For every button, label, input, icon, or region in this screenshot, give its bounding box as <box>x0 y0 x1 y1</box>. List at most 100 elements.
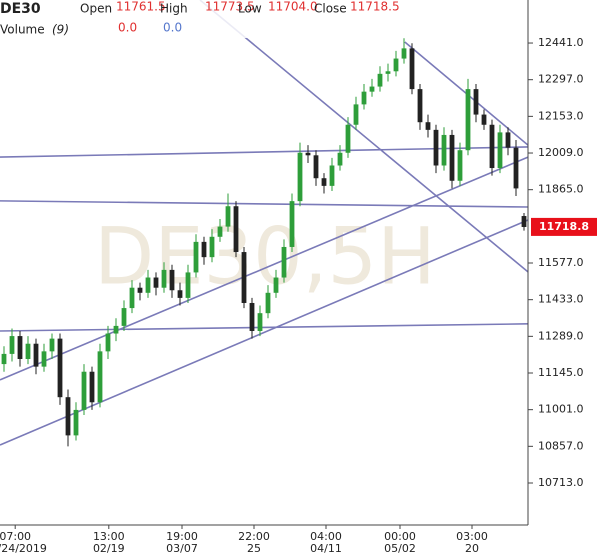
candle-body <box>41 351 47 367</box>
candle-body <box>145 277 151 293</box>
x-tick-label: 04:00 <box>310 530 342 543</box>
candle-body <box>65 397 71 436</box>
candle-body <box>465 89 471 151</box>
candle-body <box>257 313 263 331</box>
candle-body <box>337 152 343 166</box>
candle-body <box>25 343 31 359</box>
trendline <box>199 0 528 273</box>
candle-body <box>249 302 255 331</box>
candle-body <box>161 269 167 288</box>
candle-body <box>57 338 63 398</box>
y-tick-label: 12153.0 <box>538 109 584 122</box>
y-tick-label: 11289.0 <box>538 329 584 342</box>
ohlc-value: 11761.5 <box>116 0 166 14</box>
candle-body <box>353 104 359 125</box>
x-tick-label: 22:00 <box>238 530 270 543</box>
x-tick-label: 01/24/2019 <box>0 542 47 555</box>
candle-body <box>377 73 383 87</box>
trendline <box>0 146 528 158</box>
candle-body <box>345 124 351 153</box>
trendline <box>0 200 528 208</box>
y-tick-label: 11001.0 <box>538 403 584 416</box>
x-tick-label: 05/02 <box>384 542 416 555</box>
candle-body <box>489 124 495 169</box>
candle-body <box>97 351 103 403</box>
candle-body <box>305 152 311 156</box>
volume-label: Volume <box>0 23 45 37</box>
candle-body <box>233 206 239 253</box>
candle-body <box>49 338 55 352</box>
x-tick-label: 25 <box>247 542 261 555</box>
header-bg <box>0 0 380 38</box>
candle-body <box>89 371 95 403</box>
volume-value: 0.0 <box>118 21 137 35</box>
candle-body <box>289 201 295 247</box>
candle-body <box>17 336 23 359</box>
x-tick-label: 20 <box>465 542 479 555</box>
candle-body <box>9 336 15 354</box>
x-tick-label: 04/11 <box>310 542 342 555</box>
candle-body <box>497 132 503 169</box>
y-tick-label: 11577.0 <box>538 256 584 269</box>
candle-body <box>241 252 247 303</box>
ohlc-value: 11773.5 <box>205 0 255 14</box>
y-tick-label: 10857.0 <box>538 439 584 452</box>
candle-body <box>185 272 191 298</box>
ohlc-label: Low <box>238 2 262 16</box>
ohlc-label: Close <box>314 2 347 16</box>
candle-body <box>265 292 271 314</box>
candle-body <box>393 58 399 72</box>
candle-body <box>201 241 207 258</box>
candle-body <box>73 409 79 436</box>
ohlc-value: 11704.0 <box>268 0 318 14</box>
y-tick-label: 11865.0 <box>538 183 584 196</box>
volume-param: (9) <box>52 23 69 37</box>
trendline <box>0 156 528 381</box>
candle-body <box>401 48 407 59</box>
x-tick-label: 19:00 <box>166 530 198 543</box>
candle-body <box>417 89 423 123</box>
candle-body <box>113 325 119 334</box>
candle-body <box>473 89 479 115</box>
candle-body <box>81 371 87 410</box>
trendline <box>0 219 528 446</box>
candle-body <box>129 287 135 309</box>
symbol: DE30 <box>0 1 41 17</box>
y-tick-label: 12441.0 <box>538 36 584 49</box>
candle-body <box>321 178 327 186</box>
last-price-box <box>531 217 597 236</box>
x-tick-label: 02/19 <box>93 542 125 555</box>
volume-value: 0.0 <box>163 21 182 35</box>
candle-body <box>361 91 367 105</box>
ohlc-label: Open <box>80 2 112 16</box>
candle-body <box>33 343 39 367</box>
candle-body <box>329 165 335 186</box>
x-tick-label: 03:00 <box>456 530 488 543</box>
candle-body <box>273 277 279 293</box>
x-tick-label: 03/07 <box>166 542 198 555</box>
candle-body <box>425 122 431 130</box>
x-tick-label: 07:00 <box>0 530 31 543</box>
y-tick-label: 12297.0 <box>538 73 584 86</box>
ohlc-value: 11718.5 <box>350 0 400 14</box>
trendline <box>0 323 528 332</box>
last-price-label: 11718.8 <box>539 220 589 233</box>
candle-body <box>137 287 143 293</box>
ohlc-label: High <box>160 2 188 16</box>
candle-body <box>225 206 231 227</box>
candle-body <box>281 246 287 278</box>
y-tick-label: 12009.0 <box>538 146 584 159</box>
x-tick-label: 00:00 <box>384 530 416 543</box>
candle-body <box>521 216 527 227</box>
candle-body <box>481 114 487 125</box>
candle-body <box>193 241 199 273</box>
candle-body <box>313 155 319 179</box>
candle-body <box>409 48 415 90</box>
candle-body <box>217 226 223 237</box>
candle-body <box>1 353 7 365</box>
candle-body <box>513 147 519 189</box>
candle-body <box>369 86 375 92</box>
candle-body <box>457 150 463 181</box>
candle-body <box>297 152 303 202</box>
